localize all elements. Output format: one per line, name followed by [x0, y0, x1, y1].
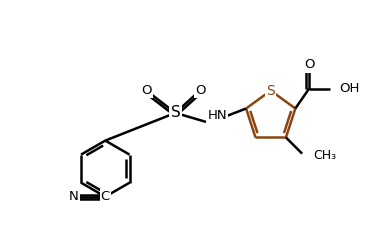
- Text: N: N: [69, 190, 79, 203]
- Text: CH₃: CH₃: [314, 149, 337, 162]
- Text: O: O: [304, 58, 314, 72]
- Text: O: O: [196, 84, 206, 97]
- Text: OH: OH: [339, 82, 359, 95]
- Text: S: S: [266, 84, 275, 98]
- Text: O: O: [141, 84, 152, 97]
- Text: HN: HN: [208, 109, 227, 122]
- Text: C: C: [101, 190, 110, 203]
- Text: S: S: [171, 105, 180, 120]
